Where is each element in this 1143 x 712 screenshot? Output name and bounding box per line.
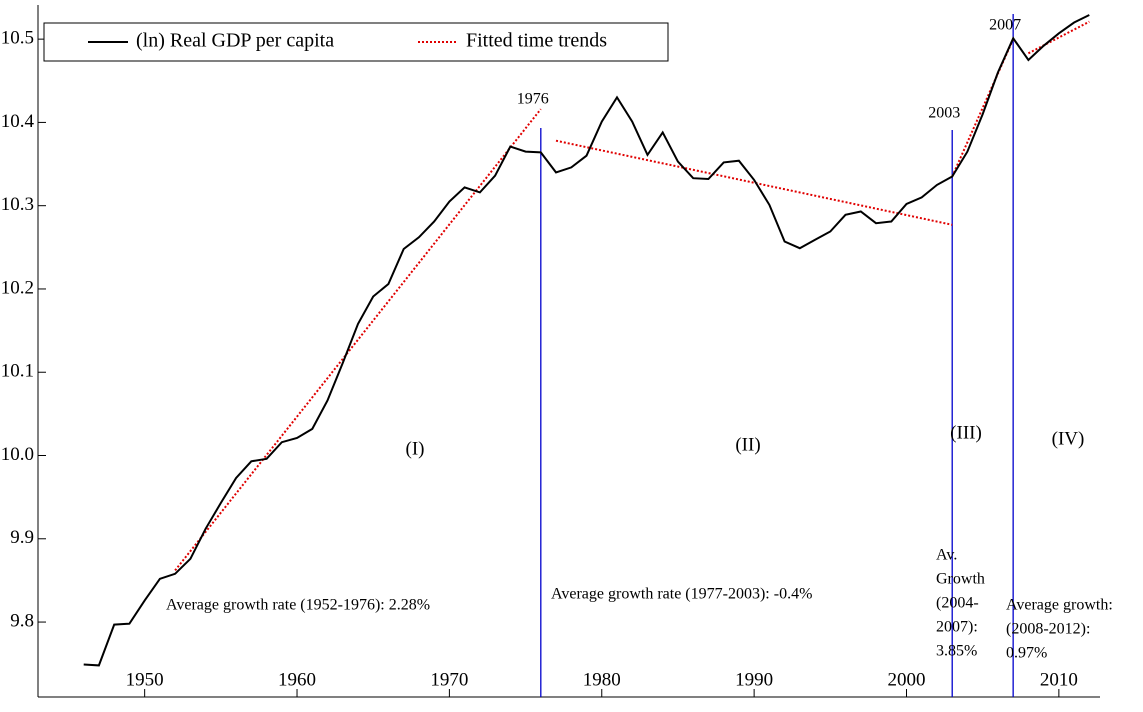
period-label: (III) — [950, 422, 982, 443]
y-tick-label: 10.0 — [1, 444, 34, 465]
data-line — [83, 14, 1090, 667]
period-label: (I) — [406, 438, 425, 459]
period-year: 1976 — [517, 91, 549, 108]
annotation: Average growth rate (1952-1976): 2.28% — [166, 597, 430, 614]
legend-box — [43, 22, 669, 62]
annotation: (2004- — [936, 595, 979, 612]
y-tick-label: 9.9 — [10, 527, 34, 548]
y-tick-label: 10.1 — [1, 361, 34, 382]
legend-label: (ln) Real GDP per capita — [136, 30, 334, 52]
x-tick-label: 2010 — [1040, 669, 1078, 690]
annotation: Av. — [936, 547, 957, 564]
x-tick-label: 1960 — [278, 669, 316, 690]
period-label: (IV) — [1052, 428, 1085, 449]
y-tick-label: 10.2 — [1, 277, 34, 298]
annotation: Average growth: — [1006, 597, 1113, 614]
x-tick-label: 1980 — [583, 669, 621, 690]
period-year: 2003 — [928, 105, 960, 122]
annotation: (2008-2012): — [1006, 621, 1090, 638]
y-tick-label: 9.8 — [10, 610, 34, 631]
y-tick-label: 10.5 — [1, 28, 34, 49]
y-tick-label: 10.4 — [1, 111, 35, 132]
y-tick-label: 10.3 — [1, 194, 34, 215]
x-tick-label: 1970 — [430, 669, 468, 690]
x-tick-label: 1950 — [126, 669, 164, 690]
annotation: Growth — [936, 571, 985, 588]
annotation: 2007): — [936, 619, 978, 636]
x-tick-label: 2000 — [887, 669, 925, 690]
annotation: 0.97% — [1006, 645, 1047, 662]
x-tick-label: 1990 — [735, 669, 773, 690]
annotation: Average growth rate (1977-2003): -0.4% — [551, 586, 812, 603]
period-year: 2007 — [989, 17, 1021, 34]
annotation: 3.85% — [936, 643, 977, 660]
legend-label: Fitted time trends — [466, 30, 607, 52]
period-label: (II) — [735, 434, 760, 455]
